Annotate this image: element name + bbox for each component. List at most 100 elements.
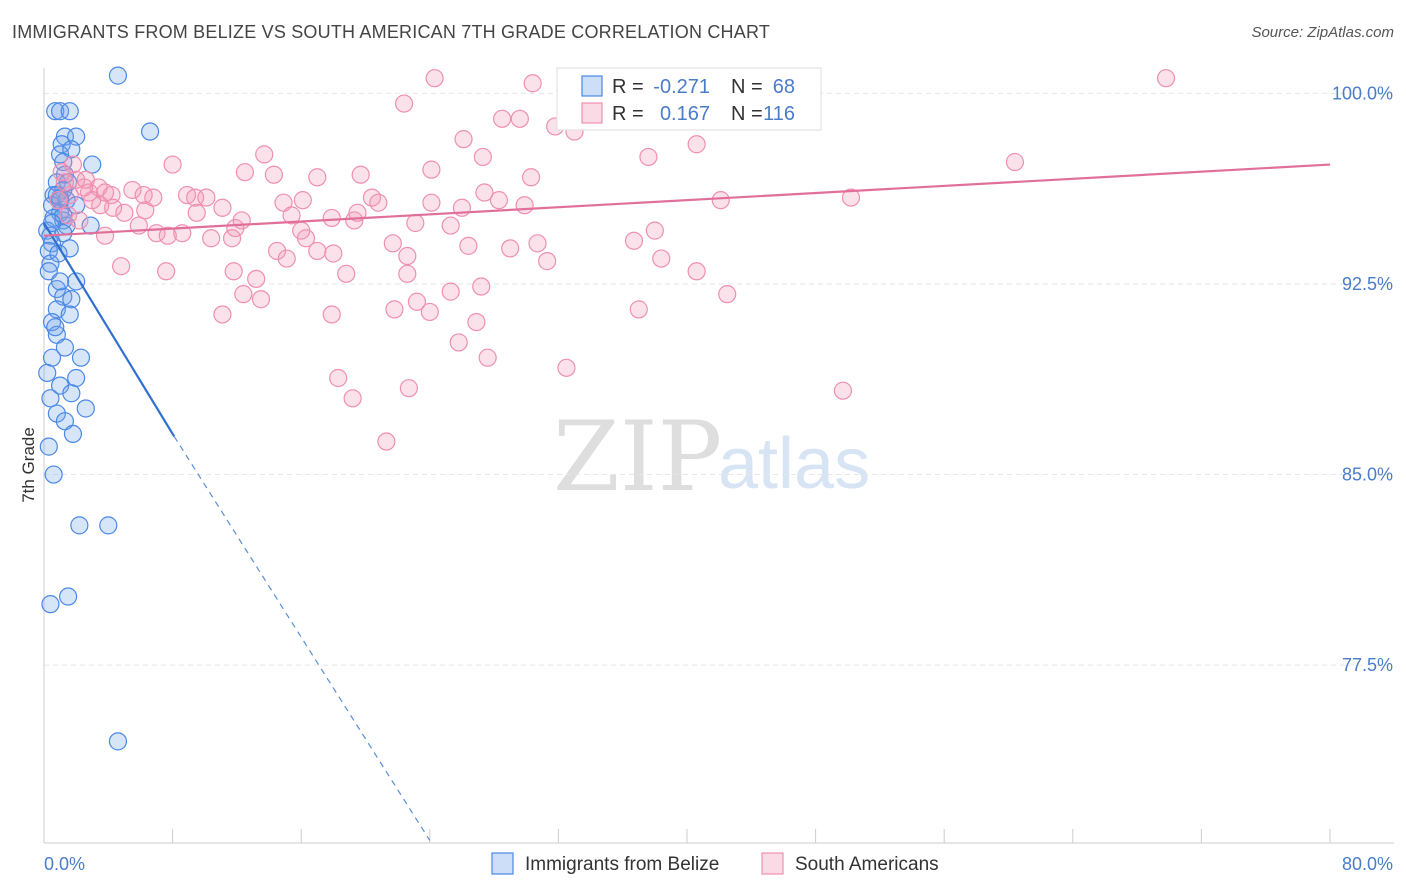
legend-swatch-belize [581,75,603,97]
data-point [394,94,414,113]
data-point [841,188,861,207]
data-point [59,206,78,225]
data-point [425,69,444,88]
trend-line-south-americans [43,163,1331,237]
data-point [277,249,296,268]
data-point [42,348,62,367]
data-point [222,229,242,248]
x-tick-label-min: 0.0% [44,854,85,874]
data-point [46,318,65,337]
data-point [475,183,494,202]
data-point [308,241,327,261]
data-point [108,732,128,751]
data-point [213,305,232,324]
data-point [70,211,89,230]
data-point [76,399,95,418]
data-point [95,226,115,245]
bottom-legend: Immigrants from Belize South Americans [491,852,939,875]
data-point [42,213,62,233]
data-point [521,168,541,187]
data-point [322,208,341,228]
data-point [399,379,419,398]
data-point [234,285,253,304]
legend-r-label-south-americans: R = [612,103,644,125]
bottom-legend-swatch-belize [491,852,514,875]
trend-lines [43,163,1331,841]
axes [43,68,1394,844]
trend-line-belize [43,222,176,438]
legend-n-value-south-americans: 116 [763,103,795,125]
data-point [377,432,396,451]
data-point [186,188,205,207]
data-point [63,155,83,174]
data-point [515,196,534,215]
data-point [202,229,221,248]
y-tick-label: 85.0% [1342,465,1393,485]
watermark-zip: ZIP [553,401,722,513]
x-tick-label-max: 80.0% [1342,854,1393,874]
data-point [449,333,468,352]
data-point [67,272,86,291]
data-point [1156,69,1176,88]
data-point [59,587,78,606]
data-point [422,193,441,212]
data-point [473,147,492,167]
data-point [41,389,60,408]
data-point [489,191,509,210]
data-point [292,221,311,240]
y-axis-label: 7th Grade [19,427,38,503]
data-point [422,160,441,179]
data-point [472,277,491,296]
data-point [163,155,182,174]
data-point [493,109,512,128]
data-point [95,183,115,202]
data-point [385,300,404,319]
data-point [76,170,95,189]
data-point [44,465,63,484]
data-point [71,348,91,367]
bottom-legend-swatch-south-americans [761,852,784,875]
legend-n-label-south-americans: N = [731,103,763,125]
data-point [406,213,425,233]
data-point [235,163,255,182]
data-point [407,292,427,311]
data-point [144,188,163,207]
data-point [255,145,274,164]
y-tick-label: 92.5% [1342,274,1393,294]
data-point [99,516,118,535]
legend-swatch-south-americans [581,102,603,124]
legend-n-value-belize: 68 [773,76,795,98]
data-point [467,312,486,332]
series-south-americans [49,69,1176,451]
data-point [226,218,245,238]
data-point [510,109,529,128]
data-point [140,122,160,141]
data-point [718,285,737,304]
data-point [398,264,417,283]
data-point [104,198,123,217]
data-point [267,241,287,261]
data-point [67,368,86,388]
data-point [39,262,58,281]
legend-r-value-belize: -0.271 [653,76,710,98]
data-point [46,102,65,121]
data-point [108,66,128,85]
data-point [351,165,370,184]
data-point [639,147,658,167]
data-point [687,135,706,154]
data-point [652,249,671,268]
data-point [343,389,362,408]
data-point [60,102,79,121]
data-point [501,239,520,258]
data-point [49,191,68,210]
data-point [478,348,497,367]
data-point [687,262,706,281]
data-point [454,130,473,149]
watermark-atlas: atlas [718,424,870,504]
trend-line-belize-extension [173,436,431,841]
stats-legend-box [556,67,822,131]
data-point [833,381,853,400]
data-point [60,239,79,258]
data-point [282,206,301,225]
